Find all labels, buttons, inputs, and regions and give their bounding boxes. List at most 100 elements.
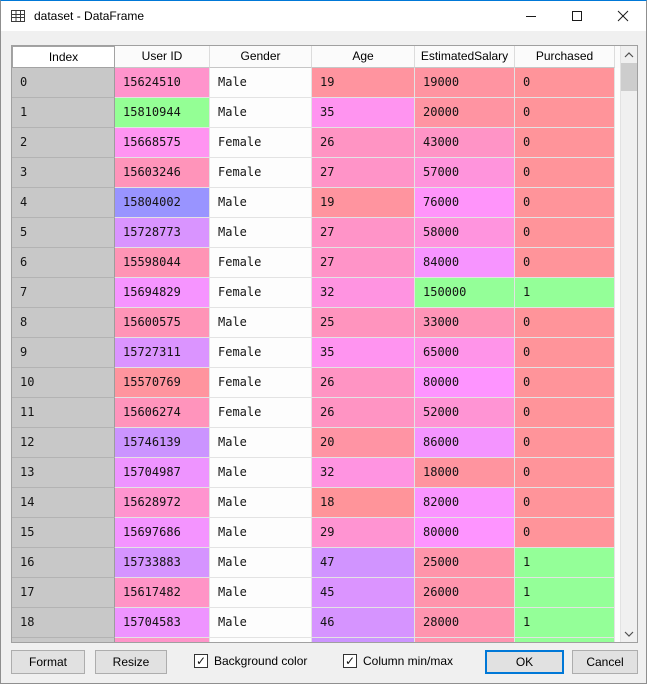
row-header[interactable]: 9 xyxy=(12,338,115,368)
table-cell[interactable]: Male xyxy=(210,488,312,518)
scrollbar-thumb[interactable] xyxy=(621,63,637,91)
table-cell[interactable]: 58000 xyxy=(415,218,515,248)
table-cell[interactable]: Female xyxy=(210,338,312,368)
table-cell[interactable]: 26000 xyxy=(415,578,515,608)
table-cell[interactable]: 15746139 xyxy=(115,428,210,458)
table-cell[interactable]: 1 xyxy=(515,278,615,308)
checkbox-box[interactable]: ✓ xyxy=(343,654,357,668)
table-cell[interactable]: 84000 xyxy=(415,248,515,278)
table-cell[interactable]: 1 xyxy=(515,638,615,642)
column-header-age[interactable]: Age xyxy=(312,46,415,68)
table-cell[interactable]: Male xyxy=(210,608,312,638)
table-cell[interactable]: 32 xyxy=(312,278,415,308)
column-header-purchased[interactable]: Purchased xyxy=(515,46,615,68)
table-cell[interactable]: 15697686 xyxy=(115,518,210,548)
column-header-gender[interactable]: Gender xyxy=(210,46,312,68)
table-cell[interactable]: 1 xyxy=(515,608,615,638)
table-cell[interactable]: 15624510 xyxy=(115,68,210,98)
table-cell[interactable]: 15694829 xyxy=(115,278,210,308)
table-cell[interactable]: 80000 xyxy=(415,368,515,398)
table-cell[interactable]: 1 xyxy=(515,578,615,608)
row-header[interactable]: 2 xyxy=(12,128,115,158)
table-cell[interactable]: 18 xyxy=(312,488,415,518)
table-cell[interactable]: 19 xyxy=(312,188,415,218)
table-cell[interactable]: 0 xyxy=(515,518,615,548)
table-cell[interactable]: 15606274 xyxy=(115,398,210,428)
vertical-scrollbar[interactable] xyxy=(620,46,637,642)
background-color-checkbox[interactable]: ✓ Background color xyxy=(194,654,307,668)
table-cell[interactable]: 76000 xyxy=(415,188,515,218)
table-cell[interactable]: Female xyxy=(210,638,312,642)
table-cell[interactable]: Male xyxy=(210,578,312,608)
table-cell[interactable]: Female xyxy=(210,128,312,158)
table-cell[interactable]: 0 xyxy=(515,158,615,188)
table-cell[interactable]: 15704583 xyxy=(115,608,210,638)
table-cell[interactable]: 82000 xyxy=(415,488,515,518)
minimize-button[interactable] xyxy=(508,1,554,31)
scrollbar-down-button[interactable] xyxy=(621,625,637,642)
row-header[interactable]: 3 xyxy=(12,158,115,188)
table-cell[interactable]: Female xyxy=(210,398,312,428)
table-cell[interactable]: 150000 xyxy=(415,278,515,308)
table-cell[interactable]: 35 xyxy=(312,338,415,368)
table-cell[interactable]: 19 xyxy=(312,68,415,98)
table-cell[interactable]: 28000 xyxy=(415,608,515,638)
table-cell[interactable]: 15621083 xyxy=(115,638,210,642)
row-header[interactable]: 12 xyxy=(12,428,115,458)
table-cell[interactable]: 0 xyxy=(515,458,615,488)
row-header[interactable]: 1 xyxy=(12,98,115,128)
format-button[interactable]: Format xyxy=(11,650,85,674)
table-cell[interactable]: Male xyxy=(210,518,312,548)
table-cell[interactable]: 29 xyxy=(312,518,415,548)
table-cell[interactable]: 35 xyxy=(312,98,415,128)
table-cell[interactable]: 15728773 xyxy=(115,218,210,248)
row-header[interactable]: 18 xyxy=(12,608,115,638)
table-cell[interactable]: 26 xyxy=(312,398,415,428)
table-cell[interactable]: 0 xyxy=(515,188,615,218)
table-cell[interactable]: Male xyxy=(210,188,312,218)
row-header[interactable]: 6 xyxy=(12,248,115,278)
close-button[interactable] xyxy=(600,1,646,31)
table-cell[interactable]: 65000 xyxy=(415,338,515,368)
table-cell[interactable]: 26 xyxy=(312,368,415,398)
ok-button[interactable]: OK xyxy=(485,650,564,674)
row-header[interactable]: 17 xyxy=(12,578,115,608)
table-cell[interactable]: 45 xyxy=(312,578,415,608)
table-cell[interactable]: 15628972 xyxy=(115,488,210,518)
table-cell[interactable]: 20000 xyxy=(415,98,515,128)
table-cell[interactable]: 0 xyxy=(515,308,615,338)
table-cell[interactable]: 15617482 xyxy=(115,578,210,608)
column-header-index[interactable]: Index xyxy=(12,46,115,68)
row-header[interactable]: 10 xyxy=(12,368,115,398)
table-cell[interactable]: Female xyxy=(210,158,312,188)
table-cell[interactable]: Male xyxy=(210,218,312,248)
table-cell[interactable]: Female xyxy=(210,368,312,398)
row-header[interactable]: 15 xyxy=(12,518,115,548)
row-header[interactable]: 14 xyxy=(12,488,115,518)
table-cell[interactable]: 52000 xyxy=(415,398,515,428)
row-header[interactable]: 13 xyxy=(12,458,115,488)
table-cell[interactable]: Male xyxy=(210,68,312,98)
table-cell[interactable]: 0 xyxy=(515,98,615,128)
row-header[interactable]: 5 xyxy=(12,218,115,248)
table-cell[interactable]: 18000 xyxy=(415,458,515,488)
table-cell[interactable]: 57000 xyxy=(415,158,515,188)
table-cell[interactable]: 0 xyxy=(515,488,615,518)
checkbox-box[interactable]: ✓ xyxy=(194,654,208,668)
table-cell[interactable]: 80000 xyxy=(415,518,515,548)
table-cell[interactable]: 15810944 xyxy=(115,98,210,128)
resize-button[interactable]: Resize xyxy=(95,650,167,674)
table-cell[interactable]: 0 xyxy=(515,428,615,458)
table-cell[interactable]: 0 xyxy=(515,248,615,278)
row-header[interactable]: 8 xyxy=(12,308,115,338)
column-minmax-checkbox[interactable]: ✓ Column min/max xyxy=(343,654,453,668)
table-cell[interactable]: 0 xyxy=(515,128,615,158)
row-header[interactable]: 16 xyxy=(12,548,115,578)
table-cell[interactable]: 27 xyxy=(312,218,415,248)
maximize-button[interactable] xyxy=(554,1,600,31)
table-cell[interactable]: 26 xyxy=(312,128,415,158)
table-cell[interactable]: 32 xyxy=(312,458,415,488)
table-cell[interactable]: Male xyxy=(210,458,312,488)
table-cell[interactable]: 1 xyxy=(515,548,615,578)
table-cell[interactable]: Male xyxy=(210,98,312,128)
